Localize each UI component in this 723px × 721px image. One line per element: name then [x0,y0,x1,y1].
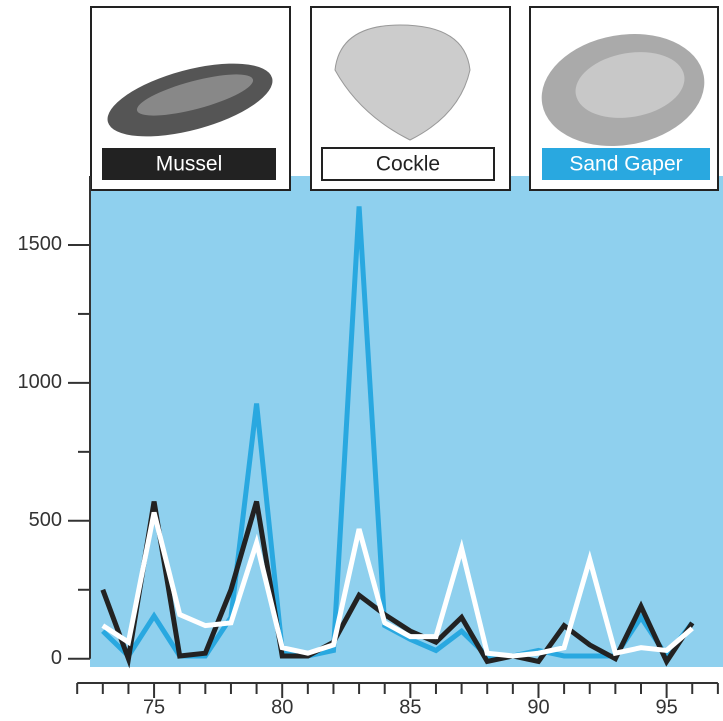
y-tick-label: 0 [51,647,62,669]
x-tick-label: 95 [655,696,677,718]
legend-label: Sand Gaper [569,153,682,176]
legend-label: Mussel [156,153,223,176]
x-tick-label: 90 [527,696,549,718]
chart: 0 500 1000 1500 75 80 85 90 95 Mussel Cockle Sand G… [0,0,723,721]
x-tick-label: 85 [399,696,421,718]
y-tick-label: 1000 [18,371,63,393]
x-tick-label: 80 [271,696,293,718]
plot-background [90,176,723,667]
legend-label: Cockle [376,153,440,176]
y-tick-label: 500 [29,509,62,531]
x-tick-label: 75 [143,696,165,718]
y-tick-label: 1500 [18,233,63,255]
